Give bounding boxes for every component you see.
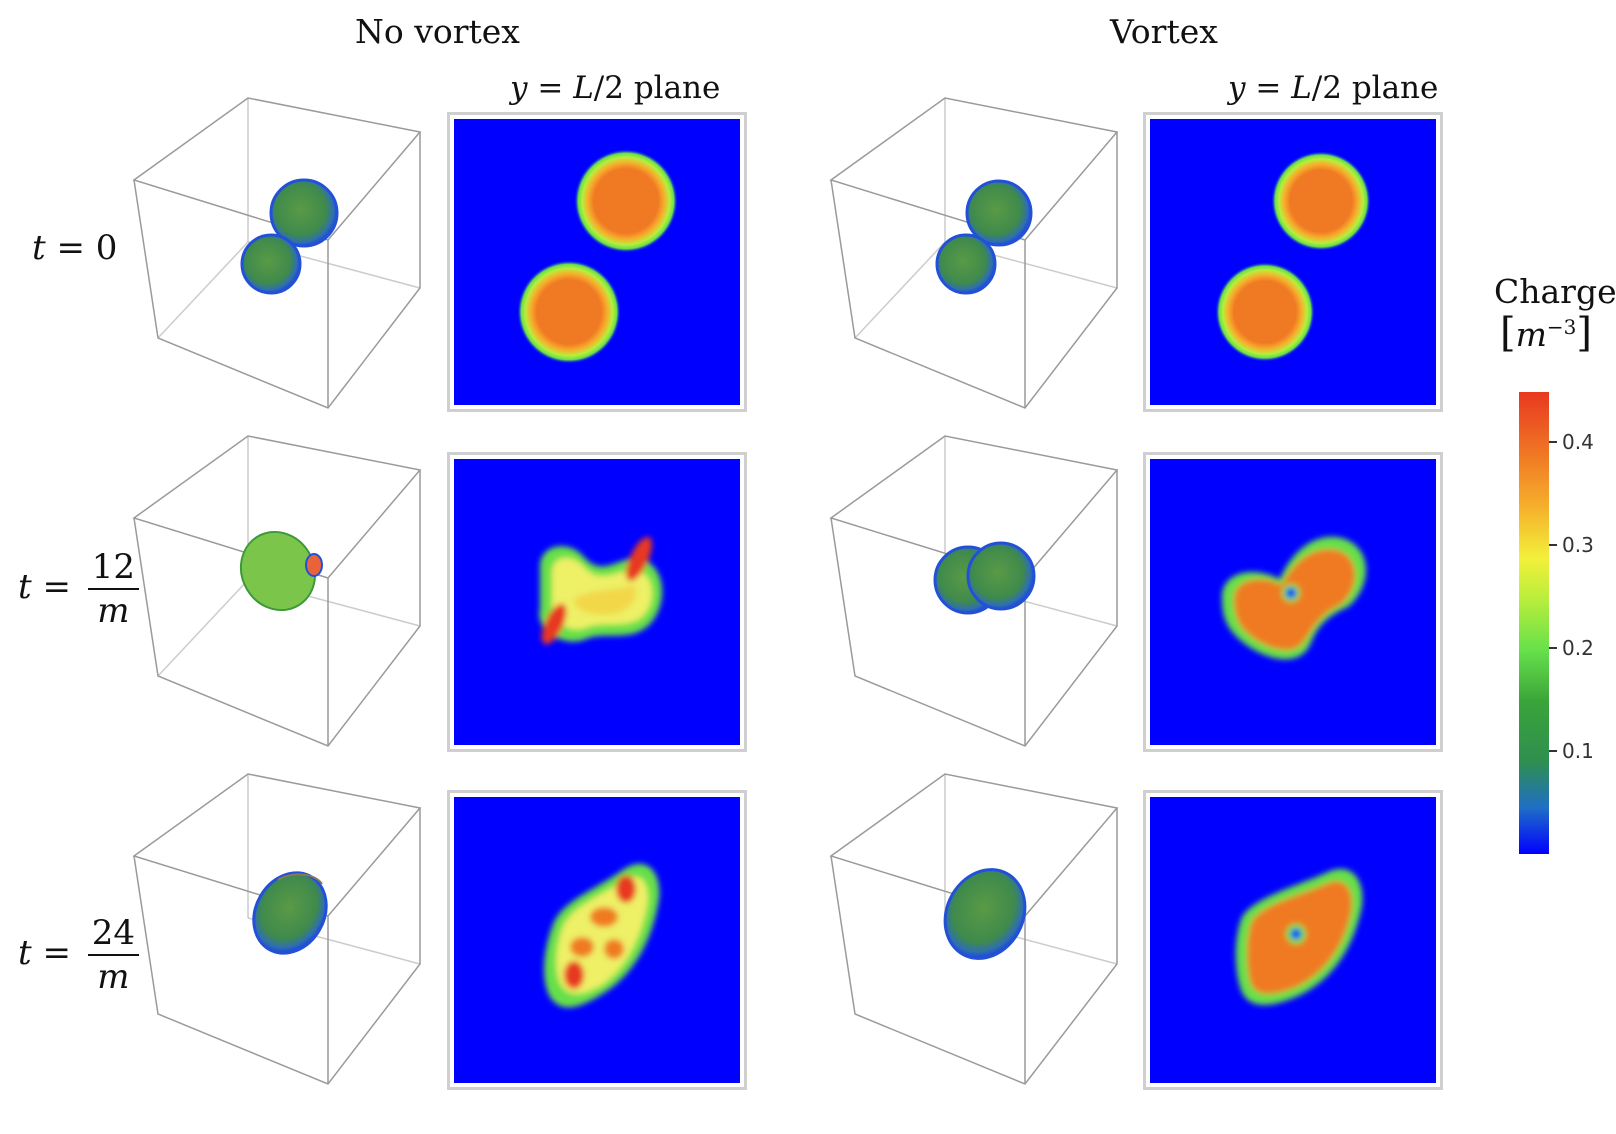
slice-no-vortex-t0 xyxy=(447,112,747,412)
colorbar-tick-0.4: 0.4 xyxy=(1562,430,1594,454)
cube-3d-no-vortex-t0 xyxy=(132,97,422,409)
row-label-t12: t = 12 m xyxy=(18,546,140,632)
slice-vortex-t12 xyxy=(1143,452,1443,752)
colorbar-tick-0.2: 0.2 xyxy=(1562,636,1594,660)
subheader-slice-left: y = L/2 plane xyxy=(510,70,721,106)
slice-no-vortex-t24 xyxy=(447,790,747,1090)
colorbar-tickmark xyxy=(1549,544,1557,546)
cube-ball-lower xyxy=(935,233,997,295)
cube-3d-vortex-t0 xyxy=(829,97,1119,409)
colorbar-tickmark xyxy=(1549,647,1557,649)
slice-vortex-t0 xyxy=(1143,112,1443,412)
header-no-vortex: No vortex xyxy=(355,12,520,51)
cube-merged-blob xyxy=(239,530,317,612)
row-label-t0: t = 0 xyxy=(32,228,118,268)
cube-3d-vortex-t24 xyxy=(829,773,1119,1085)
cube-ball-upper xyxy=(965,179,1033,247)
slice-vortex-t24 xyxy=(1143,790,1443,1090)
subheader-slice-right: y = L/2 plane xyxy=(1228,70,1439,106)
cube-3d-no-vortex-t12 xyxy=(132,435,422,747)
row-label-t24: t = 24 m xyxy=(18,912,140,998)
cube-3d-vortex-t12 xyxy=(829,435,1119,747)
colorbar-tickmark xyxy=(1549,441,1557,443)
cube-ball-upper xyxy=(269,178,339,248)
header-vortex: Vortex xyxy=(1110,12,1218,51)
cube-rotating-blob xyxy=(943,868,1027,960)
colorbar-tick-0.1: 0.1 xyxy=(1562,739,1594,763)
colorbar-title: Charge xyxy=(1494,272,1616,311)
cube-ball-right xyxy=(966,541,1036,611)
slice-no-vortex-t12 xyxy=(447,452,747,752)
cube-ball-lower xyxy=(240,233,302,295)
cube-3d-no-vortex-t24 xyxy=(132,773,422,1085)
colorbar-tickmark xyxy=(1549,750,1557,752)
colorbar-gradient xyxy=(1519,392,1549,854)
colorbar-unit: [m−3] xyxy=(1500,310,1592,356)
colorbar-tick-0.3: 0.3 xyxy=(1562,533,1594,557)
